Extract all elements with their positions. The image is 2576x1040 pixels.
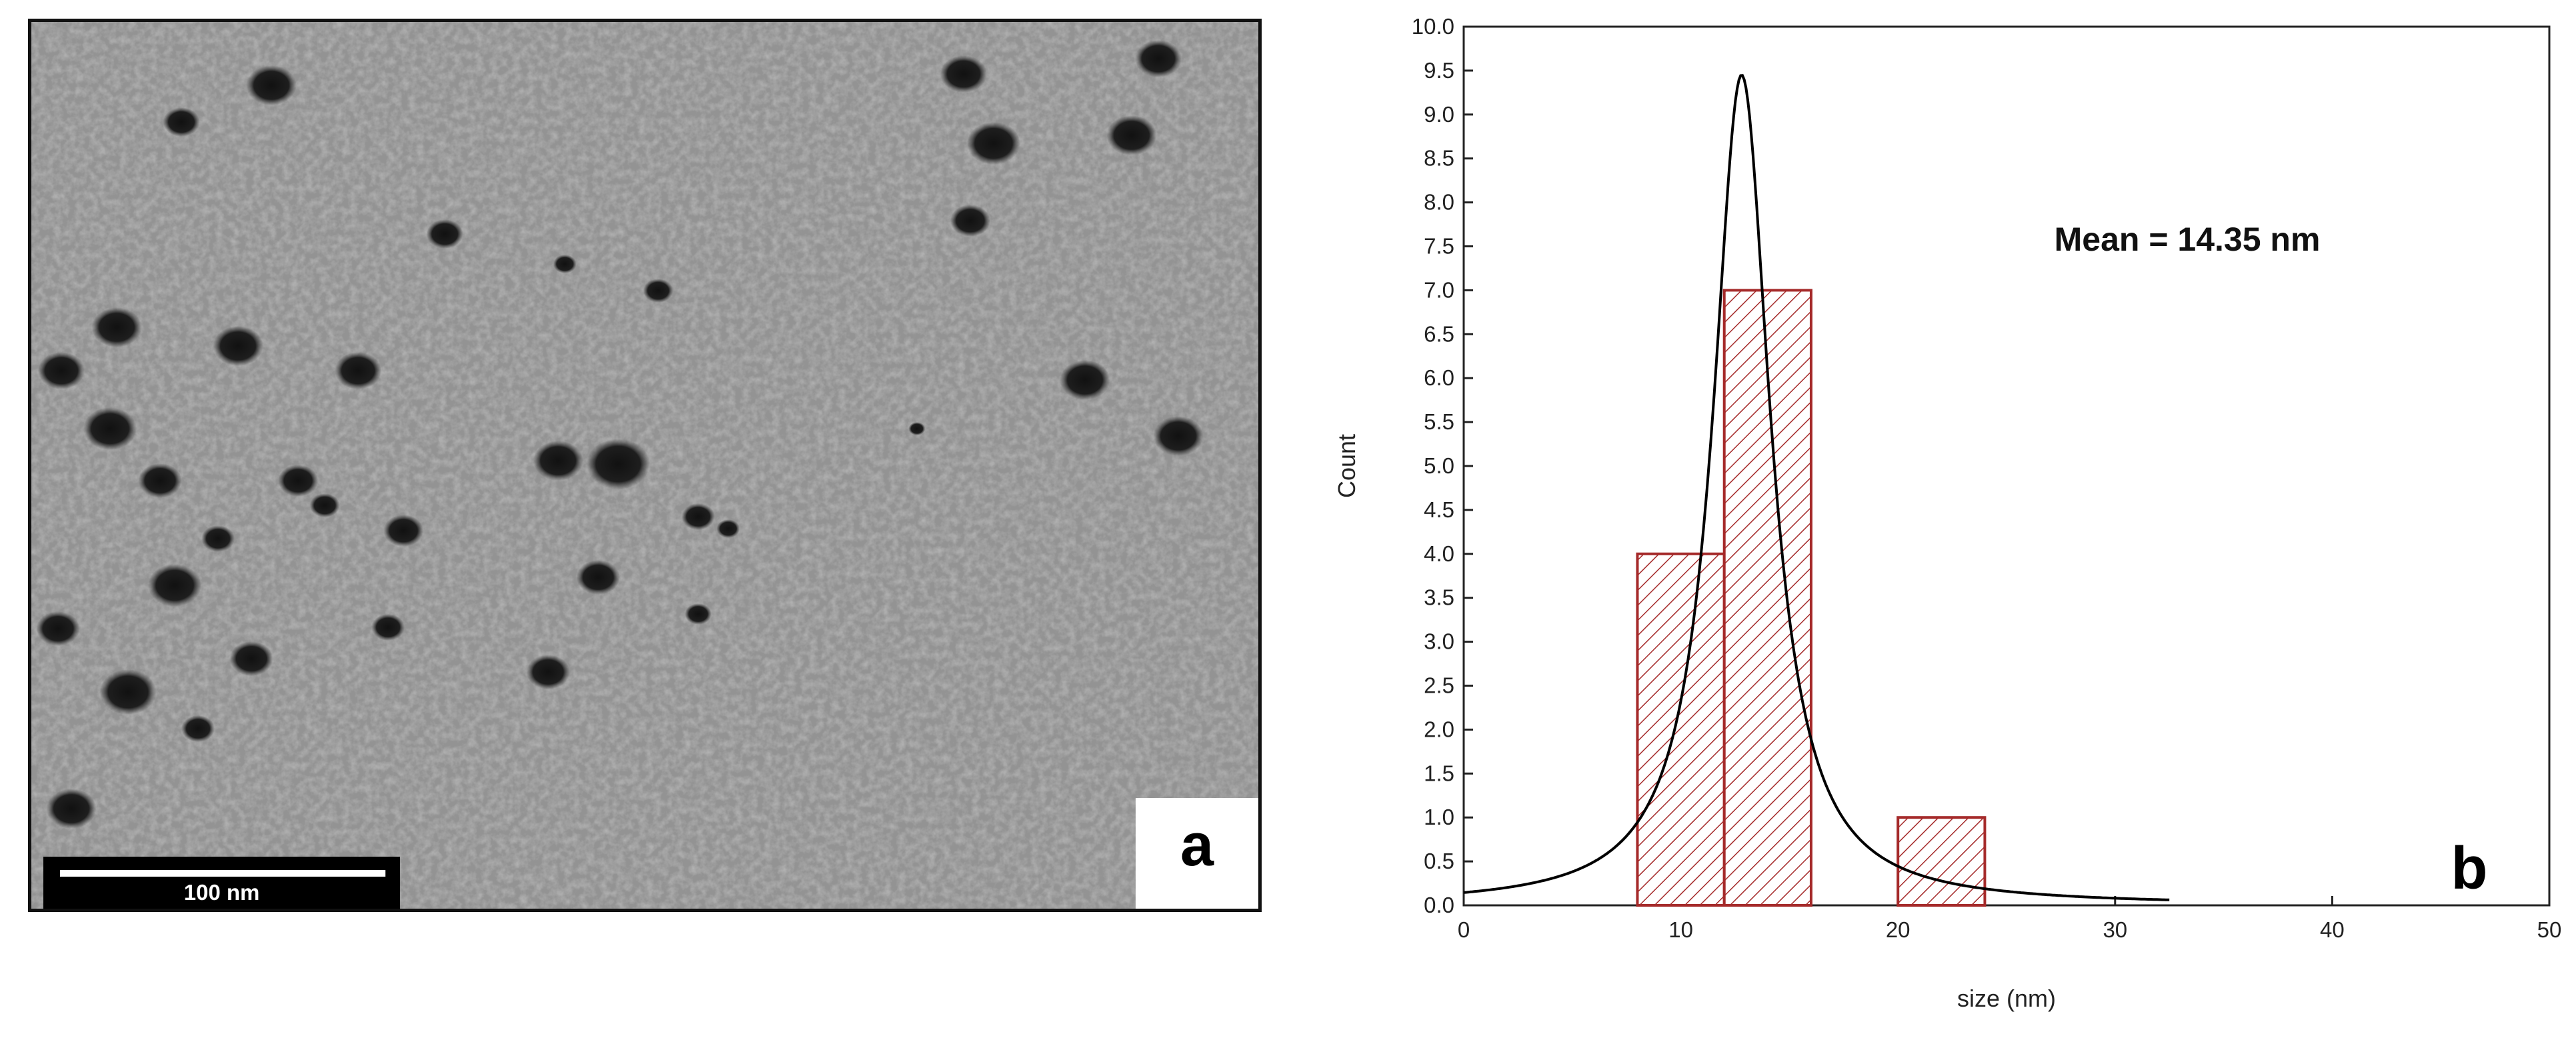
- y-tick-label: 1.0: [1424, 805, 1454, 829]
- y-tick-label: 3.5: [1424, 585, 1454, 610]
- fit-curve: [1463, 74, 2170, 901]
- nanoparticle: [576, 560, 620, 595]
- nanoparticle: [335, 352, 381, 389]
- nanoparticle: [682, 503, 715, 530]
- scale-bar-line: [60, 870, 385, 877]
- tem-image-panel: 100 nm a: [28, 19, 1262, 912]
- plot-area-frame: [1462, 25, 2551, 907]
- nanoparticle: [163, 107, 200, 137]
- nanoparticle: [83, 407, 137, 450]
- nanoparticle: [246, 65, 297, 105]
- histogram-bar: [1636, 552, 1726, 907]
- nanoparticle: [371, 614, 405, 641]
- nanoparticle: [213, 326, 263, 366]
- nanoparticle: [383, 515, 423, 547]
- nanoparticle: [1135, 40, 1182, 77]
- y-tick-label: 5.0: [1424, 453, 1454, 478]
- y-tick-label: 4.0: [1424, 541, 1454, 566]
- nanoparticle: [940, 55, 987, 93]
- nanoparticle: [309, 493, 340, 517]
- nanoparticle: [1060, 360, 1110, 400]
- nanoparticle: [685, 603, 712, 625]
- y-tick-label: 8.5: [1424, 146, 1454, 171]
- mean-annotation: Mean = 14.35 nm: [2055, 221, 2321, 258]
- nanoparticle: [967, 122, 1020, 165]
- y-tick-label: 6.5: [1424, 321, 1454, 346]
- histogram-panel: 0.0 0.5 1.0 1.5 2.0 2.5 3.0 3.5 4.0 4.5 5.0 5.5 6.0 6…: [1307, 0, 2576, 1040]
- nanoparticle: [201, 525, 235, 552]
- x-tick-label: 20: [1886, 917, 1910, 942]
- y-axis-title: Count: [1333, 434, 1360, 498]
- nanoparticle: [950, 205, 990, 237]
- x-tick-label: 0: [1458, 917, 1470, 942]
- nanoparticle: [586, 439, 650, 489]
- nanoparticle: [91, 307, 142, 347]
- y-tick-label: 10.0: [1412, 14, 1454, 39]
- nanoparticle: [138, 463, 182, 498]
- scale-bar-label: 100 nm: [183, 880, 260, 905]
- tem-micrograph: [31, 22, 1258, 909]
- nanoparticle: [553, 255, 577, 273]
- y-axis-ticks: 0.0 0.5 1.0 1.5 2.0 2.5 3.0 3.5 4.0 4.5 5.0 5.5 6.0 6…: [1412, 14, 1473, 917]
- scale-bar: 100 nm: [43, 857, 400, 909]
- nanoparticle: [36, 611, 80, 646]
- histogram-bar: [1896, 816, 1987, 907]
- y-tick-label: 6.0: [1424, 365, 1454, 390]
- y-tick-label: 2.0: [1424, 717, 1454, 741]
- x-tick-label: 10: [1668, 917, 1693, 942]
- x-axis-ticks: 0 10 20 30 40 50: [1458, 896, 2562, 942]
- y-tick-label: 8.0: [1424, 190, 1454, 215]
- x-tick-label: 40: [2320, 917, 2345, 942]
- x-tick-label: 30: [2103, 917, 2127, 942]
- y-tick-label: 7.0: [1424, 277, 1454, 302]
- y-tick-label: 3.0: [1424, 629, 1454, 654]
- y-tick-label: 4.5: [1424, 497, 1454, 522]
- nanoparticle: [181, 715, 215, 742]
- y-tick-label: 0.0: [1424, 893, 1454, 917]
- nanoparticle: [99, 669, 157, 715]
- y-tick-label: 9.5: [1424, 58, 1454, 83]
- nanoparticle: [38, 352, 85, 389]
- nanoparticle: [643, 279, 674, 303]
- nanoparticle: [716, 519, 740, 538]
- y-tick-label: 7.5: [1424, 234, 1454, 259]
- panel-label-a-box: a: [1136, 798, 1258, 909]
- nanoparticle: [278, 465, 318, 497]
- y-tick-label: 1.5: [1424, 761, 1454, 785]
- nanoparticle: [526, 655, 570, 689]
- nanoparticle: [229, 641, 273, 676]
- y-tick-label: 9.0: [1424, 102, 1454, 127]
- panel-label-b: b: [2451, 835, 2488, 902]
- y-tick-label: 2.5: [1424, 673, 1454, 698]
- nanoparticle: [46, 789, 97, 829]
- x-axis-title: size (nm): [1957, 985, 2056, 1012]
- nanoparticle: [533, 441, 583, 481]
- panel-label-a: a: [1180, 812, 1214, 879]
- x-tick-label: 50: [2537, 917, 2562, 942]
- histogram-bars: [1636, 289, 1987, 907]
- nanoparticles: [36, 40, 1204, 829]
- nanoparticle: [908, 422, 926, 435]
- nanoparticle: [1153, 416, 1204, 456]
- nanoparticle: [148, 564, 201, 607]
- histogram-chart: 0.0 0.5 1.0 1.5 2.0 2.5 3.0 3.5 4.0 4.5 5.0 5.5 6.0 6…: [1333, 14, 2562, 1012]
- nanoparticle: [1106, 115, 1157, 155]
- y-tick-label: 0.5: [1424, 849, 1454, 873]
- nanoparticle: [426, 219, 463, 249]
- y-tick-label: 5.5: [1424, 409, 1454, 434]
